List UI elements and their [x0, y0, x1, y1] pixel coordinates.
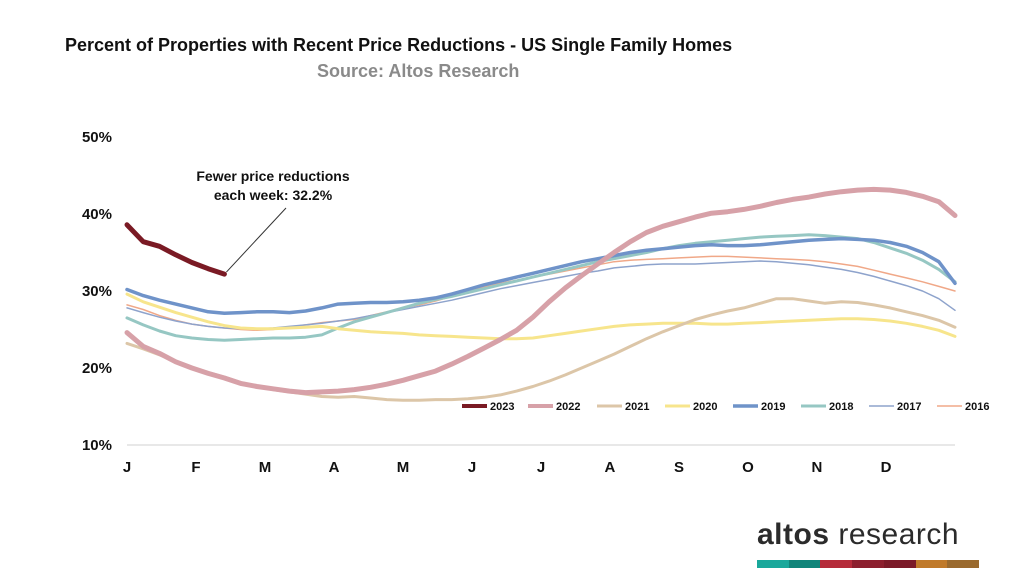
logo-bar-segment	[820, 560, 853, 568]
y-tick-label: 20%	[82, 360, 112, 377]
x-tick-label: J	[123, 459, 131, 476]
x-tick-label: S	[674, 459, 684, 476]
chart-subtitle: Source: Altos Research	[317, 61, 520, 81]
legend-label-2017: 2017	[897, 401, 921, 413]
logo-bar-segment	[757, 560, 789, 568]
legend-layer: 2023 2022 2021 2020 2019 2018 2017 2016	[462, 401, 989, 413]
annotation-pointer	[226, 207, 287, 273]
x-tick-label: D	[881, 459, 892, 476]
annotation-layer: Fewer price reductions each week: 32.2%	[196, 168, 350, 273]
annotation-line-2: each week: 32.2%	[214, 187, 333, 203]
x-tick-label: J	[468, 459, 476, 476]
logo-bar-segment	[947, 560, 980, 568]
series-line-2022	[124, 186, 958, 396]
logo-color-bar	[757, 560, 980, 568]
x-tick-label: M	[259, 459, 272, 476]
x-tick-label: J	[537, 459, 545, 476]
y-tick-label: 40%	[82, 206, 112, 223]
logo-bar-segment	[915, 560, 948, 568]
y-tick-label: 50%	[82, 129, 112, 146]
y-tick-label: 10%	[82, 437, 112, 454]
legend-label-2018: 2018	[829, 401, 853, 413]
legend-label-2020: 2020	[693, 401, 717, 413]
annotation-line-1: Fewer price reductions	[196, 168, 349, 184]
x-tick-label: A	[605, 459, 616, 476]
series-line-2019	[125, 236, 957, 316]
series-line-2023	[124, 222, 227, 277]
legend-label-2021: 2021	[625, 401, 649, 413]
logo-bar-segment	[883, 560, 916, 568]
logo-word-altos: altos	[757, 518, 830, 551]
chart-title: Percent of Properties with Recent Price …	[65, 35, 733, 55]
logo-bar-segment	[852, 560, 884, 568]
x-tick-label: F	[191, 459, 200, 476]
x-tick-label: N	[812, 459, 823, 476]
altos-research-logo: altos research	[757, 518, 980, 568]
legend-label-2023: 2023	[490, 401, 514, 413]
axes-layer: 10% 20% 30% 40% 50% J F M A M J J A S O N D	[82, 129, 955, 476]
logo-word-research: research	[838, 518, 960, 551]
x-tick-label: A	[329, 459, 340, 476]
series-line-2018	[125, 233, 957, 342]
y-tick-label: 30%	[82, 283, 112, 300]
series-layer	[124, 186, 958, 402]
legend-label-2022: 2022	[556, 401, 580, 413]
legend-label-2019: 2019	[761, 401, 785, 413]
series-line-2020	[125, 292, 957, 341]
logo-bar-segment	[788, 560, 821, 568]
x-tick-label: M	[397, 459, 410, 476]
x-tick-label: O	[742, 459, 754, 476]
legend-label-2016: 2016	[965, 401, 989, 413]
